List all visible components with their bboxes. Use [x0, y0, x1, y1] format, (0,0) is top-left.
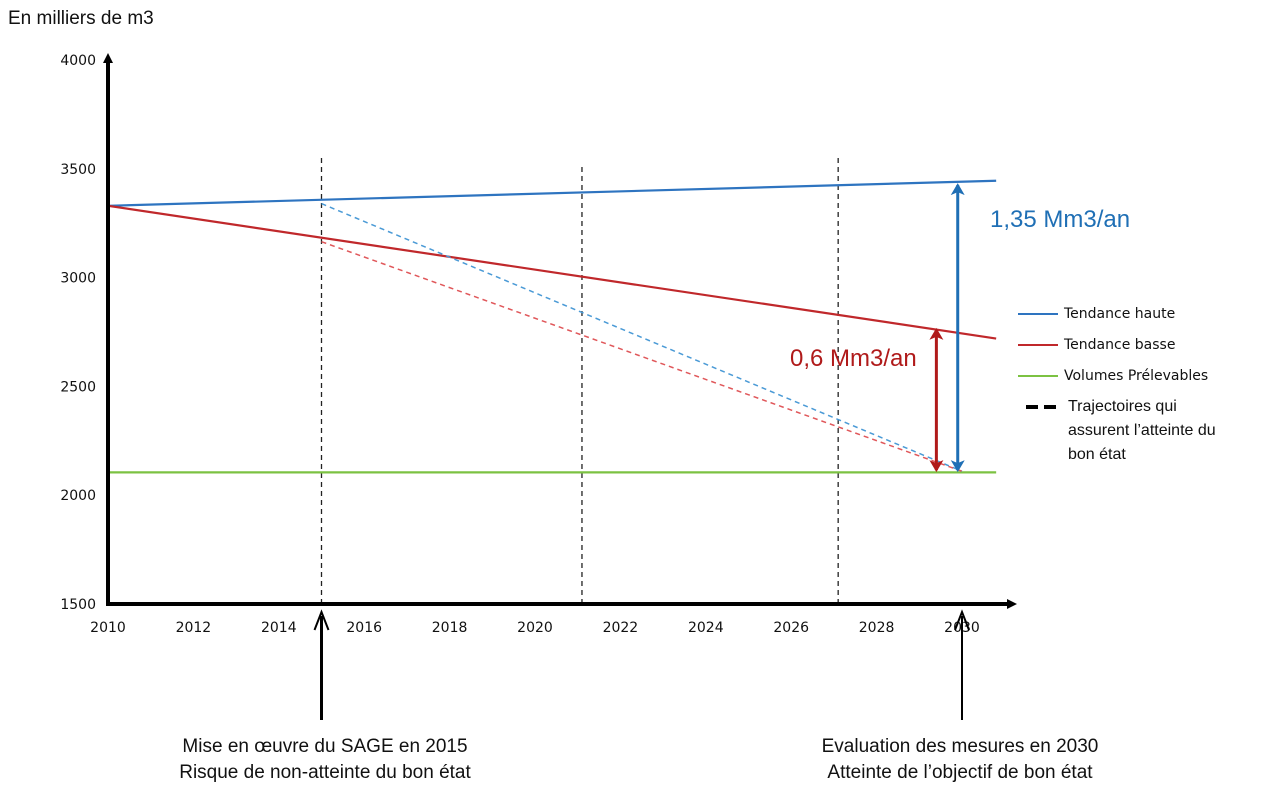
caption-arrows-layer — [313, 609, 970, 720]
caption-2015-line2: Risque de non-atteinte du bon état — [179, 762, 471, 783]
x-tick-label: 2016 — [346, 620, 382, 636]
x-tick-label: 2026 — [773, 620, 809, 636]
y-tick-label: 2000 — [60, 488, 96, 504]
x-tick-label: 2028 — [859, 620, 895, 636]
legend-item-tendance-basse: Tendance basse — [1018, 329, 1258, 360]
legend-swatch-dashed — [1018, 395, 1058, 409]
x-tick-label: 2020 — [517, 620, 553, 636]
tick-labels-layer: 1500 2000 2500 3000 3500 4000 2010 2012 2014 2016… — [60, 53, 979, 636]
legend-label: Tendance haute — [1064, 305, 1176, 322]
caption-2030: Evaluation des mesures en 2030 Atteinte … — [760, 734, 1160, 786]
legend-swatch-tendance-haute — [1018, 312, 1058, 315]
caption-arrowhead-1 — [954, 609, 970, 631]
x-tick-label: 2024 — [688, 620, 724, 636]
y-tick-label: 3000 — [60, 271, 96, 287]
vertical-milestone-lines — [320, 155, 839, 604]
x-tick-label: 2018 — [432, 620, 468, 636]
caption-arrowhead-0 — [313, 609, 330, 631]
legend-label: Volumes Prélevables — [1064, 367, 1209, 384]
y-axis-unit-label: En milliers de m3 — [8, 8, 154, 29]
y-tick-label: 3500 — [60, 162, 96, 178]
legend-item-trajectoires: Trajectoires qui assurent l’atteinte du … — [1018, 395, 1258, 467]
legend-item-volumes-prelevables: Volumes Prélevables — [1018, 360, 1258, 391]
gap-arrows-layer — [929, 183, 965, 473]
caption-2015: Mise en œuvre du SAGE en 2015 Risque de … — [130, 734, 520, 786]
legend-label: Trajectoires qui assurent l’atteinte du … — [1068, 398, 1216, 463]
legend-swatch-tendance-basse — [1018, 343, 1058, 346]
y-tick-label: 4000 — [60, 53, 96, 69]
series-layer — [107, 179, 997, 474]
annotation-high-gap: 1,35 Mm3/an — [990, 206, 1131, 233]
caption-2015-line1: Mise en œuvre du SAGE en 2015 — [182, 736, 468, 757]
series-line-0 — [107, 179, 997, 207]
legend: Tendance haute Tendance basse Volumes Pr… — [1018, 298, 1258, 467]
y-tick-label: 2500 — [60, 379, 96, 395]
trajectory-line-0 — [321, 202, 963, 472]
x-tick-label: 2014 — [261, 620, 297, 636]
series-line-1 — [107, 204, 997, 340]
y-tick-label: 1500 — [60, 597, 96, 613]
caption-2030-line1: Evaluation des mesures en 2030 — [821, 736, 1099, 757]
caption-2030-line2: Atteinte de l’objectif de bon état — [827, 762, 1093, 783]
legend-label: Tendance basse — [1064, 336, 1176, 353]
x-tick-label: 2010 — [90, 620, 126, 636]
legend-swatch-volumes-prelevables — [1018, 374, 1058, 377]
x-tick-label: 2022 — [603, 620, 639, 636]
axes-layer — [103, 53, 1017, 609]
annotation-low-gap: 0,6 Mm3/an — [790, 345, 917, 372]
x-tick-label: 2012 — [176, 620, 212, 636]
legend-item-tendance-haute: Tendance haute — [1018, 298, 1258, 329]
